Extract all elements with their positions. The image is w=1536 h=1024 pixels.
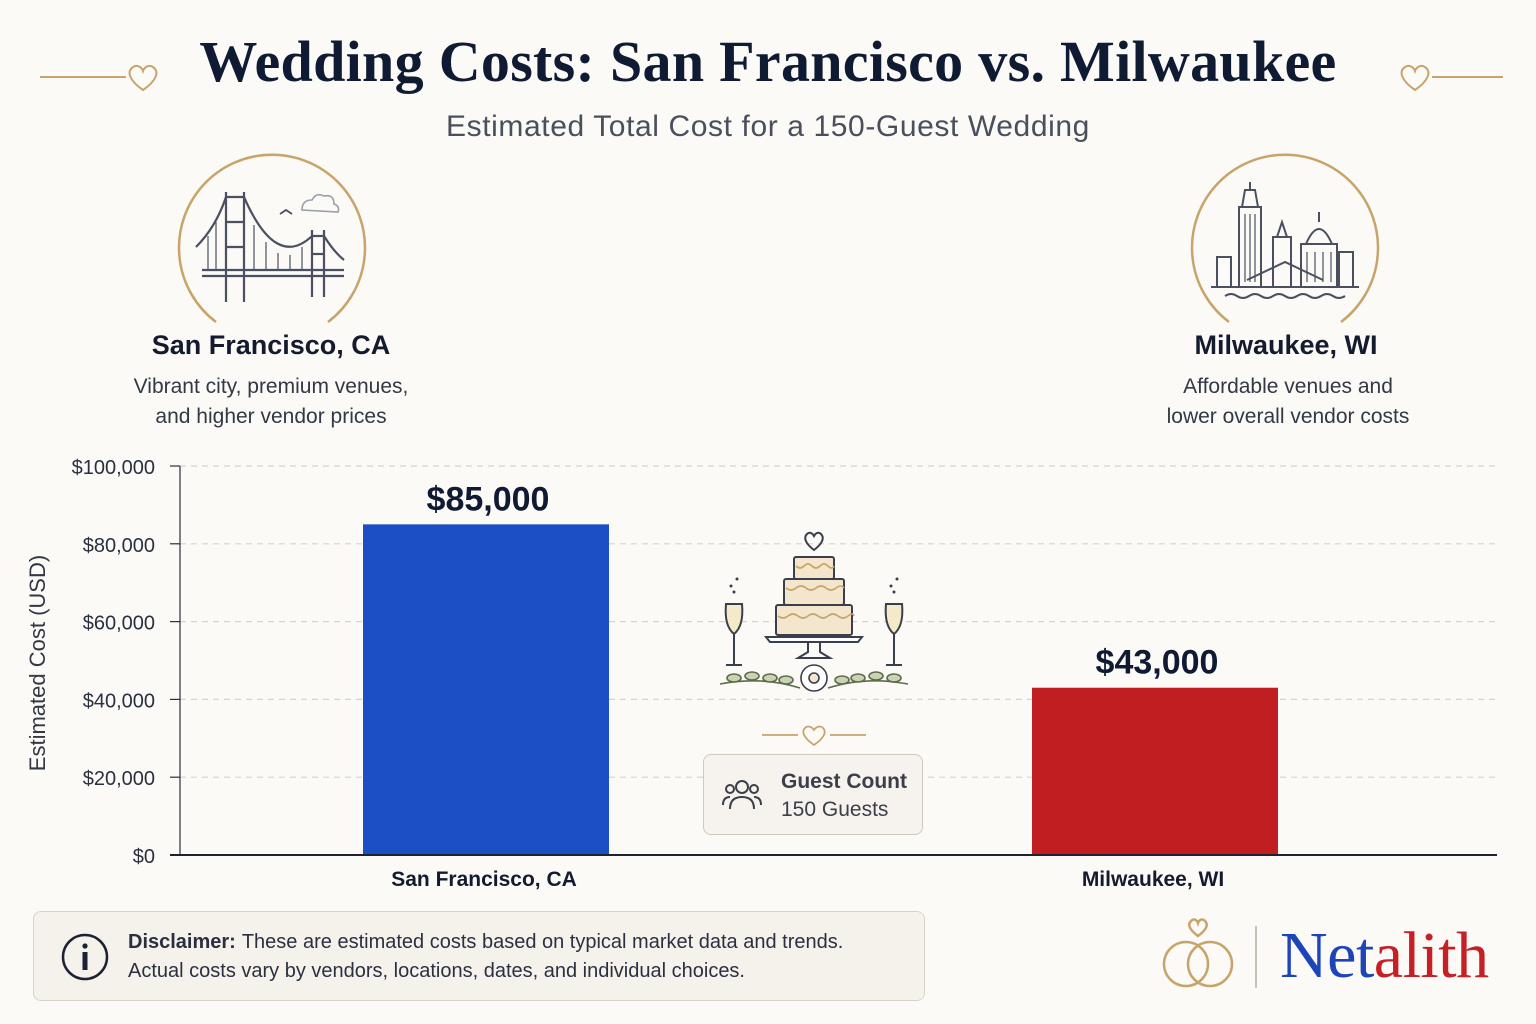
disclaimer-label: Disclaimer: xyxy=(128,931,236,953)
brand-name-part2: alith xyxy=(1373,919,1489,992)
y-axis-ticks: $0 $20,000 $40,000 $60,000 $80,000 $100,000 xyxy=(72,457,180,868)
guest-count-box: Guest Count 150 Guests xyxy=(703,754,923,835)
milwaukee-skyline-icon xyxy=(1190,153,1380,323)
wedding-rings-icon xyxy=(1162,918,1234,988)
bar-chart: $0 $20,000 $40,000 $60,000 $80,000 $100,000 $… xyxy=(72,457,1497,891)
x-tick-label: San Francisco, CA xyxy=(391,868,577,891)
city-description-line: Affordable venues and xyxy=(1183,375,1393,398)
chart-bars: $85,000 $43,000 xyxy=(363,480,1278,855)
y-tick-label: $0 xyxy=(133,846,155,868)
bar-san-francisco xyxy=(363,524,609,855)
y-tick-label: $80,000 xyxy=(83,535,155,557)
city-description-line: Vibrant city, premium venues, xyxy=(133,375,409,398)
chart-title: Wedding Costs: San Francisco vs. Milwauk… xyxy=(199,29,1337,94)
chart-subtitle: Estimated Total Cost for a 150-Guest Wed… xyxy=(446,110,1090,143)
city-description-line: lower overall vendor costs xyxy=(1166,405,1410,428)
bar-milwaukee xyxy=(1032,687,1278,855)
guest-count-label: Guest Count xyxy=(781,770,907,793)
info-icon xyxy=(61,933,109,981)
brand-logo: Netalith xyxy=(1280,918,1489,994)
guest-count-value: 150 Guests xyxy=(781,798,889,821)
city-description-line: and higher vendor prices xyxy=(155,405,387,428)
disclaimer-line: These are estimated costs based on typic… xyxy=(241,931,844,953)
disclaimer-text: Disclaimer: These are estimated costs bas… xyxy=(128,928,908,986)
brand-name-part1: Net xyxy=(1280,919,1374,992)
bar-value-label: $43,000 xyxy=(1096,644,1219,682)
bar-value-label: $85,000 xyxy=(427,480,550,518)
heart-divider-left-icon xyxy=(40,64,158,92)
city-description-milwaukee: Affordable venues and lower overall vend… xyxy=(1098,372,1478,432)
logo-separator xyxy=(1255,926,1257,988)
people-icon xyxy=(722,780,762,810)
city-description-san-francisco: Vibrant city, premium venues, and higher… xyxy=(81,372,461,432)
x-axis-labels: San Francisco, CA Milwaukee, WI xyxy=(391,868,1224,891)
city-name-san-francisco: San Francisco, CA xyxy=(151,330,391,360)
heart-divider-right-icon xyxy=(1400,64,1503,92)
x-tick-label: Milwaukee, WI xyxy=(1082,868,1224,891)
disclaimer-box: Disclaimer: These are estimated costs bas… xyxy=(33,911,925,1001)
y-tick-label: $60,000 xyxy=(83,613,155,635)
wedding-cake-icon xyxy=(719,531,909,747)
y-tick-label: $100,000 xyxy=(72,457,155,479)
city-name-milwaukee: Milwaukee, WI xyxy=(1194,330,1378,360)
y-tick-label: $20,000 xyxy=(83,768,155,790)
y-tick-label: $40,000 xyxy=(83,690,155,712)
disclaimer-line: Actual costs vary by vendors, locations,… xyxy=(128,960,745,982)
golden-gate-bridge-icon xyxy=(177,153,367,323)
